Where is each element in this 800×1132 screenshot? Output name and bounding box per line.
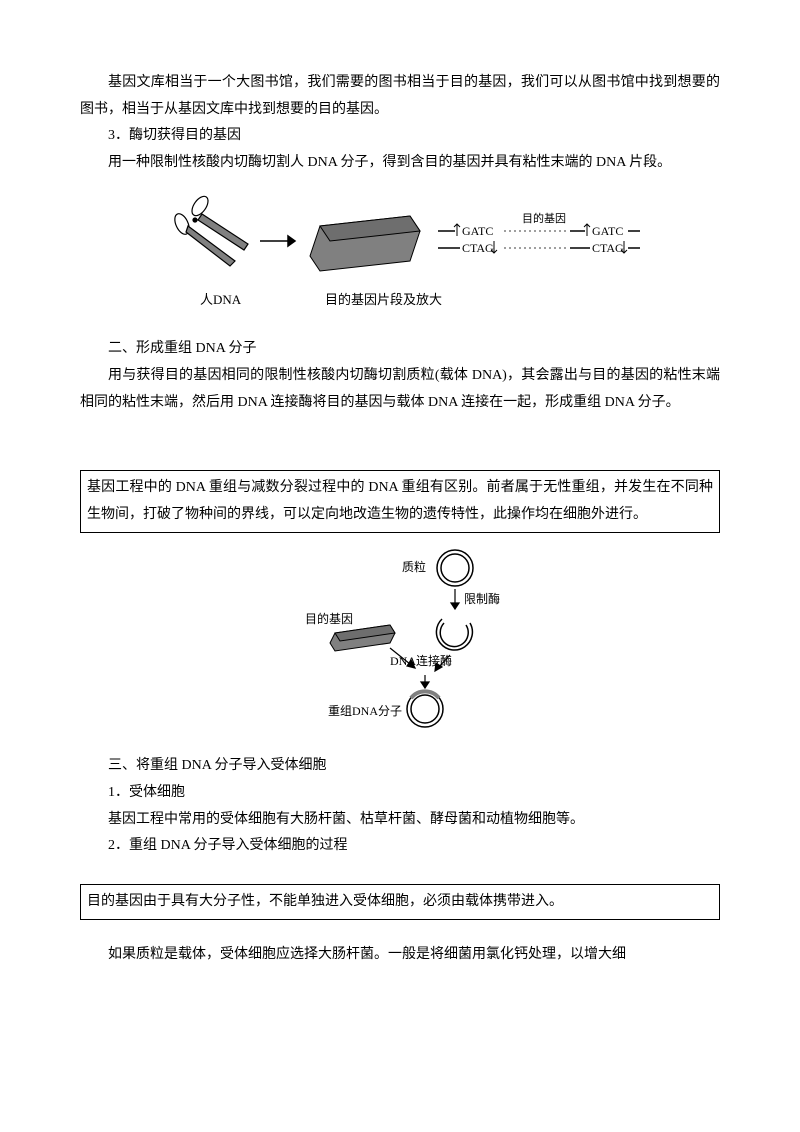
label-restriction-enzyme: 限制酶 — [464, 591, 500, 606]
label-target-gene: 目的基因 — [305, 611, 353, 626]
plasmid-icon — [437, 550, 473, 586]
sequence-right: GATC CTAG — [570, 224, 640, 255]
paragraph-section-2: 用与获得目的基因相同的限制性核酸内切酶切割质粒(载体 DNA)，其会露出与目的基… — [80, 363, 720, 416]
arrow-down-icon — [451, 589, 459, 609]
dna-fragment-icon — [310, 216, 420, 271]
recombinant-svg: 质粒 限制酶 目的基因 — [250, 543, 550, 733]
label-recombinant: 重组DNA分子 — [328, 704, 402, 718]
label-ligase: DNA连接酶 — [390, 653, 452, 668]
svg-text:CTAG: CTAG — [592, 241, 624, 255]
heading-3-1: 1．受体细胞 — [80, 780, 720, 807]
paragraph-intro: 基因文库相当于一个大图书馆，我们需要的图书相当于目的基因，我们可以从图书馆中找到… — [80, 70, 720, 123]
heading-section-2: 二、形成重组 DNA 分子 — [80, 336, 720, 363]
target-gene-icon — [330, 625, 395, 651]
arrow-icon — [260, 236, 295, 246]
figure-recombinant: 质粒 限制酶 目的基因 — [80, 543, 720, 733]
gene-label: 目的基因 — [522, 211, 566, 225]
heading-3-2: 2．重组 DNA 分子导入受体细胞的过程 — [80, 833, 720, 860]
paragraph-last: 如果质粒是载体，受体细胞应选择大肠杆菌。一般是将细菌用氯化钙处理，以增大细 — [80, 942, 720, 969]
note-box-2: 目的基因由于具有大分子性，不能单独进入受体细胞，必须由载体携带进入。 — [80, 884, 720, 921]
sequence-left: GATC CTAG — [438, 224, 497, 255]
paragraph-method-3: 用一种限制性核酸内切酶切割人 DNA 分子，得到含目的基因并具有粘性末端的 DN… — [80, 150, 720, 177]
label-fragment: 目的基因片段及放大 — [325, 292, 442, 307]
svg-text:CTAG: CTAG — [462, 241, 494, 255]
figure-enzyme-cut: GATC CTAG 目的基因 GATC CTAG 人DNA — [80, 186, 720, 316]
note-box-1: 基因工程中的 DNA 重组与减数分裂过程中的 DNA 重组有区别。前者属于无性重… — [80, 470, 720, 533]
svg-text:GATC: GATC — [592, 224, 623, 238]
heading-section-3: 三、将重组 DNA 分子导入受体细胞 — [80, 753, 720, 780]
label-plasmid: 质粒 — [402, 559, 426, 574]
label-human-dna: 人DNA — [200, 292, 242, 307]
enzyme-cut-svg: GATC CTAG 目的基因 GATC CTAG 人DNA — [160, 186, 640, 316]
svg-text:GATC: GATC — [462, 224, 493, 238]
note-box-1-text: 基因工程中的 DNA 重组与减数分裂过程中的 DNA 重组有区别。前者属于无性重… — [87, 480, 713, 522]
paragraph-3-1: 基因工程中常用的受体细胞有大肠杆菌、枯草杆菌、酵母菌和动植物细胞等。 — [80, 807, 720, 834]
arrow-down-2-icon — [421, 675, 429, 688]
cut-plasmid-icon — [436, 619, 472, 650]
recombinant-plasmid-icon — [407, 691, 443, 727]
page-content: 基因文库相当于一个大图书馆，我们需要的图书相当于目的基因，我们可以从图书馆中找到… — [0, 0, 800, 1009]
note-box-2-text: 目的基因由于具有大分子性，不能单独进入受体细胞，必须由载体携带进入。 — [87, 894, 563, 909]
heading-method-3: 3．酶切获得目的基因 — [80, 123, 720, 150]
scissors-icon — [172, 194, 248, 266]
